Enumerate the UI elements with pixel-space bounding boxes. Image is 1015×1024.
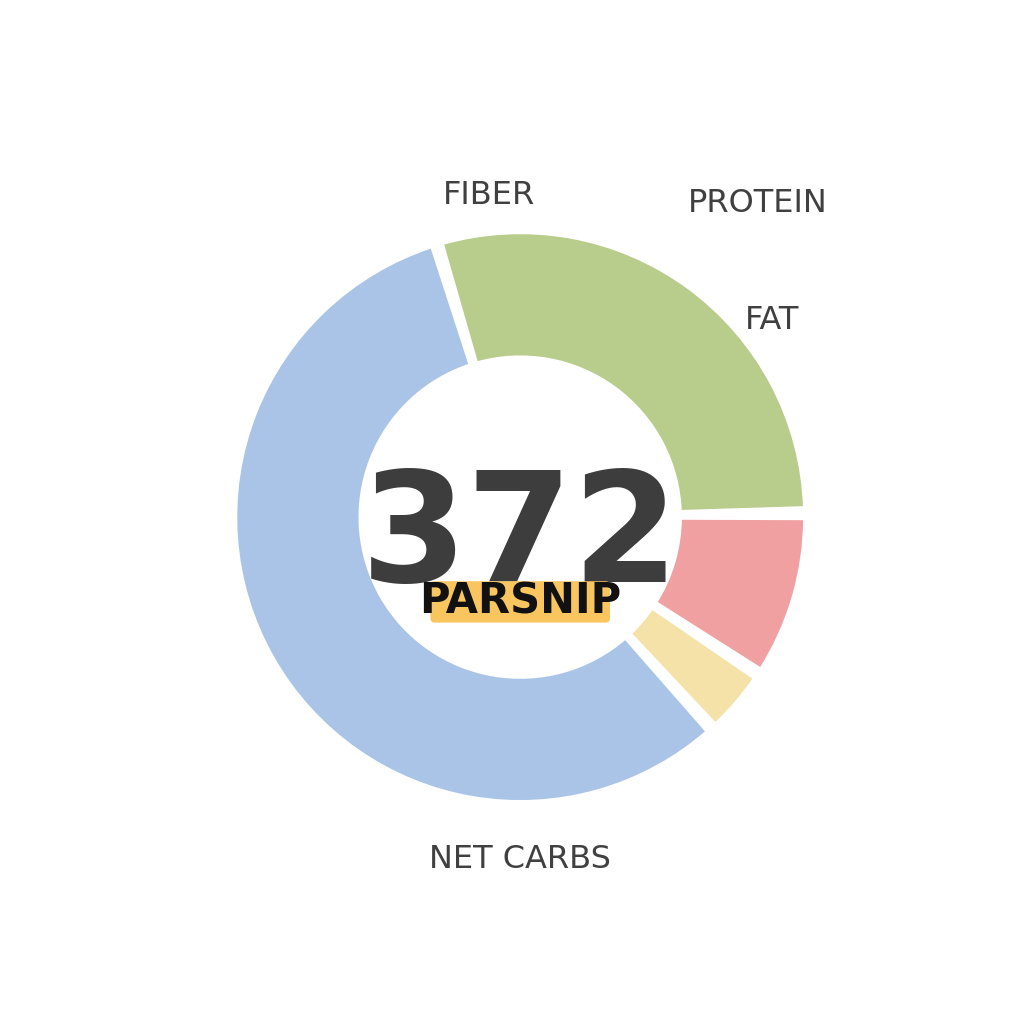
Wedge shape <box>629 607 755 725</box>
Text: FAT: FAT <box>745 305 800 336</box>
Text: FIBER: FIBER <box>444 179 536 211</box>
Text: NET CARBS: NET CARBS <box>429 844 611 874</box>
Wedge shape <box>655 518 805 670</box>
Text: PROTEIN: PROTEIN <box>688 188 828 219</box>
Text: PARSNIP: PARSNIP <box>419 581 621 623</box>
Wedge shape <box>235 246 707 802</box>
FancyBboxPatch shape <box>430 582 610 623</box>
Wedge shape <box>442 232 805 512</box>
Text: 372: 372 <box>360 466 680 614</box>
